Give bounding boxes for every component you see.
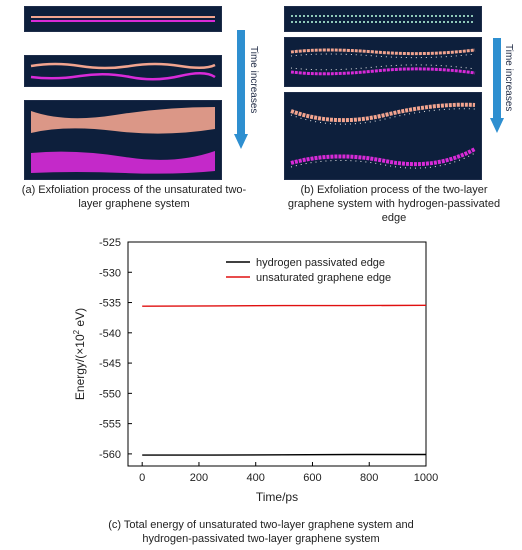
panel-a-frame-1 — [24, 6, 222, 32]
panel-a-caption: (a) Exfoliation process of the unsaturat… — [0, 183, 268, 211]
panel-a-time-arrow — [234, 30, 248, 150]
panel-a-frame-1-layers — [31, 16, 215, 22]
panel-a-caption-line2: layer graphene system — [78, 198, 190, 210]
panel-b-time-arrow — [490, 38, 504, 134]
series-line-2 — [142, 304, 427, 307]
y-axis-label: Energy/(×102 eV) — [72, 308, 87, 400]
plot-frame — [127, 241, 427, 467]
y-tick-label: -530 — [99, 267, 121, 279]
panel-b-arrow-icon — [490, 38, 504, 133]
x-tick-label: 400 — [247, 472, 265, 484]
x-tick-label: 1000 — [414, 472, 438, 484]
panel-a-frame-3-layers — [31, 107, 215, 174]
y-tick-label: -525 — [99, 237, 121, 249]
panel-a-arrow-icon — [234, 30, 248, 149]
panel-b-frame-3 — [284, 92, 482, 180]
x-tick-label: 0 — [139, 472, 145, 484]
panel-c-caption-line1: (c) Total energy of unsaturated two-laye… — [108, 519, 414, 531]
y-tick-label: -545 — [99, 358, 121, 370]
panel-a-caption-line1: (a) Exfoliation process of the unsaturat… — [21, 184, 247, 196]
y-tick-label: -550 — [99, 388, 121, 400]
y-tick-label: -535 — [99, 298, 121, 310]
panel-b-frame-2 — [284, 37, 482, 87]
x-tick-label: 200 — [190, 472, 208, 484]
panel-b-caption-line1: (b) Exfoliation process of the two-layer — [300, 184, 488, 196]
series-line-1 — [142, 453, 426, 456]
x-axis-label: Time/ps — [256, 490, 298, 504]
panel-b-caption: (b) Exfoliation process of the two-layer… — [266, 183, 522, 225]
panel-b-frame-1-layers — [291, 15, 475, 23]
y-tick-label: -555 — [99, 419, 121, 431]
panel-b-frame-2-layers — [290, 48, 476, 76]
panel-c-caption-line2: hydrogen-passivated two-layer graphene s… — [142, 533, 380, 545]
legend-label-1: hydrogen passivated edge — [256, 257, 385, 269]
panel-b-arrow-label: Time increases — [503, 44, 514, 112]
y-tick-label: -540 — [99, 328, 121, 340]
panel-b-caption-line3: edge — [381, 212, 407, 224]
panel-a-frame-3 — [24, 100, 222, 180]
panel-a-frame-2-layers — [30, 62, 216, 81]
y-tick-label: -560 — [99, 449, 121, 461]
chart-layer: 0 200 400 600 800 1000 -525 -530 -535 -540 -545 -55… — [72, 237, 438, 504]
x-tick-label: 600 — [303, 472, 321, 484]
panel-c-caption: (c) Total energy of unsaturated two-laye… — [30, 518, 492, 546]
x-tick-label: 800 — [360, 472, 378, 484]
legend-label-2: unsaturated graphene edge — [256, 272, 391, 284]
panel-a-frame-2 — [24, 55, 222, 87]
panel-a-arrow-label: Time increases — [248, 46, 259, 114]
panel-b-frame-3-layers — [290, 102, 476, 169]
panel-b-caption-line2: graphene system with hydrogen-passivated — [287, 198, 501, 210]
panel-b-frame-1 — [284, 6, 482, 32]
